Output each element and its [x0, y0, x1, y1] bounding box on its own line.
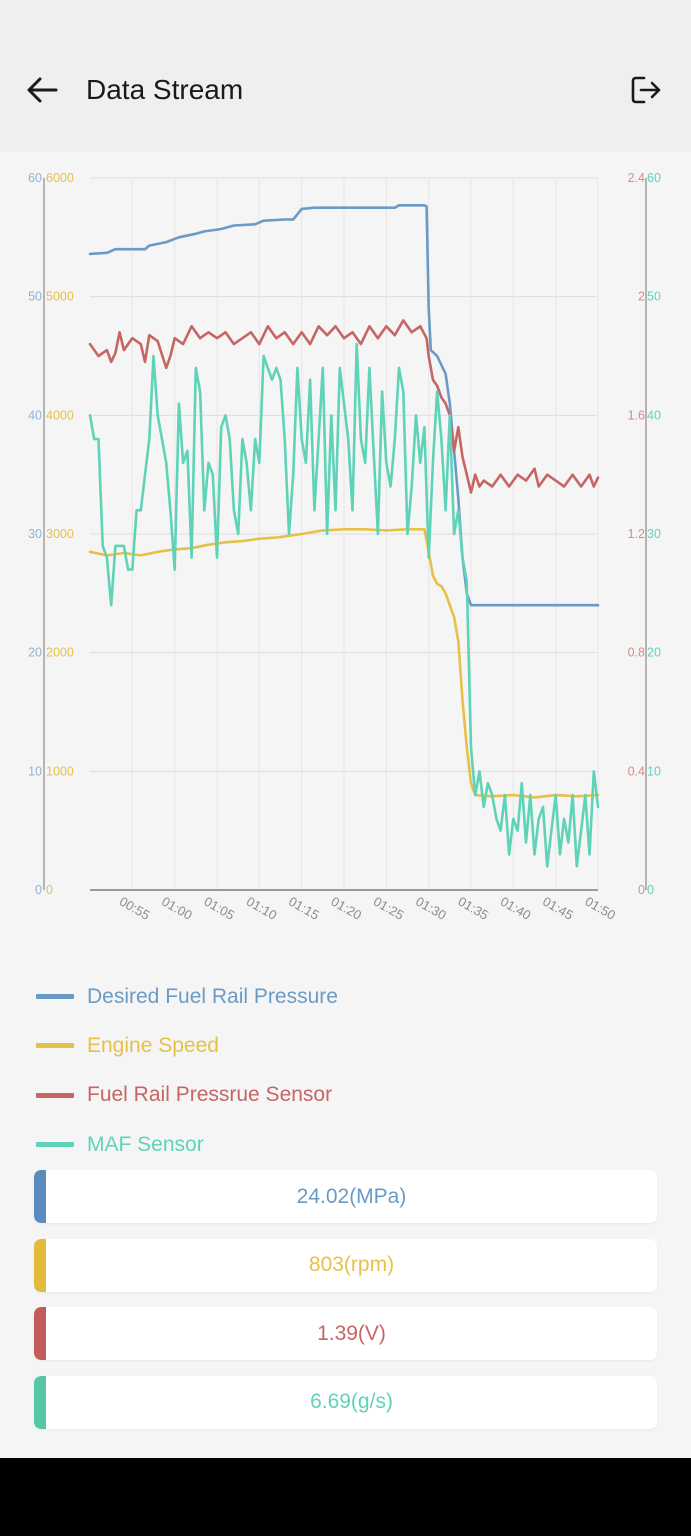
tick-label-right-outer: 60	[647, 171, 661, 185]
tick-label-left-inner: 4000	[46, 408, 74, 422]
tick-label-left-inner: 3000	[46, 527, 74, 541]
tick-label-right-inner: 0.8	[628, 646, 645, 660]
series-line-fuel-rail-pressrue-sensor	[88, 319, 600, 494]
tick-label-left-inner: 2000	[46, 646, 74, 660]
readout-value: 1.39(V)	[317, 1321, 386, 1345]
legend-swatch	[36, 1092, 74, 1098]
tick-label-left-outer: 10	[28, 764, 42, 778]
x-tick-label: 00:55	[117, 894, 153, 923]
arrow-left-icon	[27, 77, 58, 103]
readout-value: 6.69(g/s)	[310, 1390, 393, 1414]
legend-swatch	[36, 1142, 74, 1148]
line-chart: 0102030405060010002000300040005000600000…	[28, 171, 661, 923]
tick-label-left-outer: 40	[28, 408, 42, 422]
tick-label-right-outer: 50	[647, 290, 661, 304]
tick-label-left-outer: 50	[28, 290, 42, 304]
tick-label-left-inner: 5000	[46, 290, 74, 304]
x-tick-label: 01:30	[413, 894, 449, 923]
tick-label-right-inner: 2.4	[628, 171, 645, 185]
legend-label: Desired Fuel Rail Pressure	[87, 984, 338, 1008]
legend-item-maf-sensor[interactable]: MAF Sensor	[36, 1120, 656, 1169]
exit-button[interactable]	[624, 70, 668, 110]
tick-label-left-outer: 0	[35, 883, 42, 897]
x-tick-label: 01:35	[456, 894, 492, 923]
logout-icon	[631, 76, 661, 104]
readout-fuel-rail-pressure-sensor: 1.39(V)	[34, 1307, 657, 1361]
readout-color-bar	[34, 1307, 46, 1361]
readout-engine-speed: 803(rpm)	[34, 1238, 657, 1292]
x-tick-label: 01:20	[329, 894, 365, 923]
x-tick-label: 01:40	[498, 894, 534, 923]
x-tick-label: 01:00	[159, 894, 195, 923]
tick-label-left-outer: 30	[28, 527, 42, 541]
page-title: Data Stream	[86, 74, 244, 105]
series-line-desired-fuel-rail-pressure	[88, 203, 600, 607]
app-bar: Data Stream	[0, 0, 691, 152]
readout-value: 803(rpm)	[308, 1253, 395, 1277]
legend-swatch	[36, 994, 74, 1000]
readout-desired-fuel-rail-pressure: 24.02(MPa)	[34, 1170, 657, 1223]
x-tick-label: 01:15	[286, 894, 322, 923]
tick-label-right-inner: 1.2	[628, 527, 645, 541]
tick-label-right-outer: 10	[647, 764, 661, 778]
tick-label-right-inner: 2	[638, 290, 645, 304]
tick-label-right-inner: 0.4	[628, 764, 645, 778]
back-button[interactable]	[22, 70, 62, 110]
series-line-maf-sensor	[88, 342, 600, 868]
readout-maf-sensor: 6.69(g/s)	[34, 1375, 657, 1429]
legend-label: MAF Sensor	[87, 1132, 204, 1156]
system-navigation-bar	[0, 1458, 691, 1536]
readout-color-bar	[34, 1238, 46, 1292]
legend-label: Engine Speed	[87, 1033, 219, 1057]
tick-label-left-outer: 60	[28, 171, 42, 185]
x-tick-label: 01:50	[583, 894, 619, 923]
readout-value: 24.02(MPa)	[296, 1184, 407, 1208]
readout-color-bar	[34, 1170, 46, 1223]
tick-label-right-outer: 20	[647, 646, 661, 660]
readout-color-bar	[34, 1375, 46, 1429]
tick-label-left-inner: 6000	[46, 171, 74, 185]
x-tick-label: 01:10	[244, 894, 280, 923]
x-tick-label: 01:25	[371, 894, 407, 923]
tick-label-left-inner: 0	[46, 883, 53, 897]
tick-label-left-inner: 1000	[46, 764, 74, 778]
tick-label-right-outer: 0	[647, 883, 654, 897]
tick-label-right-inner: 0	[638, 883, 645, 897]
readout-list: 24.02(MPa) 803(rpm) 1.39(V) 6.69(g/s)	[34, 1170, 657, 1444]
x-tick-label: 01:45	[540, 894, 576, 923]
tick-label-left-outer: 20	[28, 646, 42, 660]
legend-label: Fuel Rail Pressrue Sensor	[87, 1083, 333, 1107]
legend-item-desired-fuel-rail-pressure[interactable]: Desired Fuel Rail Pressure	[36, 972, 656, 1021]
legend-swatch	[36, 1043, 74, 1049]
tick-label-right-outer: 30	[647, 527, 661, 541]
chart-legend: Desired Fuel Rail Pressure Engine Speed …	[36, 972, 656, 1169]
tick-label-right-inner: 1.6	[628, 408, 645, 422]
x-tick-label: 01:05	[202, 894, 238, 923]
legend-item-engine-speed[interactable]: Engine Speed	[36, 1021, 656, 1070]
legend-item-fuel-rail-pressure-sensor[interactable]: Fuel Rail Pressrue Sensor	[36, 1071, 656, 1120]
tick-label-right-outer: 40	[647, 408, 661, 422]
